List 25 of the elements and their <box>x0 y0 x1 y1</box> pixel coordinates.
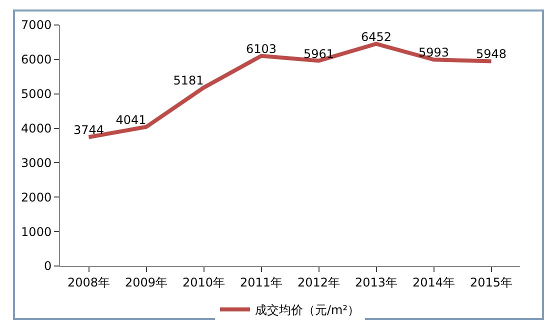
data-label: 5961 <box>303 46 334 61</box>
x-tick-label: 2010年 <box>182 275 226 290</box>
data-label: 3744 <box>73 123 104 138</box>
y-tick-label: 0 <box>44 259 52 274</box>
y-tick-label: 4000 <box>21 121 52 136</box>
data-label: 5993 <box>418 46 450 60</box>
data-label: 6103 <box>246 42 277 56</box>
x-tick-label: 2011年 <box>240 275 283 290</box>
y-tick-label: 7000 <box>21 18 52 32</box>
x-tick-label: 2009年 <box>124 275 168 290</box>
x-tick-label: 2013年 <box>354 275 398 290</box>
y-tick-label: 2000 <box>21 190 52 204</box>
x-tick-label: 2015年 <box>470 275 513 290</box>
y-tick-label: 5000 <box>21 87 52 102</box>
x-tick-label: 2014年 <box>412 275 456 290</box>
data-label: 4041 <box>116 112 146 127</box>
data-label: 5948 <box>476 47 507 62</box>
data-label: 6452 <box>360 30 392 44</box>
data-label: 5181 <box>173 74 204 88</box>
x-tick-label: 2012年 <box>297 275 340 290</box>
y-tick-label: 1000 <box>21 224 52 239</box>
y-tick-label: 6000 <box>21 52 52 67</box>
y-tick-label: 3000 <box>21 156 52 170</box>
x-tick-label: 2008年 <box>67 275 110 290</box>
legend-label: 成交均价（元/m²） <box>255 303 360 318</box>
